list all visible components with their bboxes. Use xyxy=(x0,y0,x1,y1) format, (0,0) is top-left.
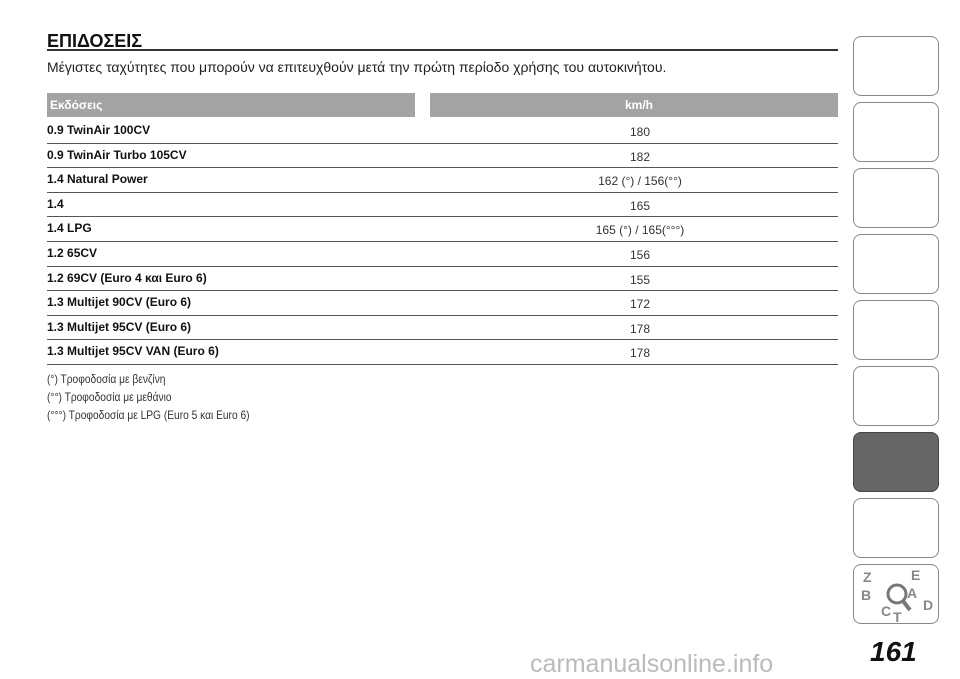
section-tab[interactable] xyxy=(853,564,939,624)
section-tab[interactable] xyxy=(853,432,939,492)
row-value: 165 (°) / 165(°°°) xyxy=(595,223,685,238)
row-value: 178 xyxy=(629,321,651,336)
index-letter: A xyxy=(907,585,917,601)
row-value: 172 xyxy=(629,297,651,312)
footnote: (°°) Τροφοδοσία με μεθάνιο xyxy=(47,390,172,404)
index-letter: B xyxy=(861,587,871,603)
subtitle: Μέγιστες ταχύτητες που μπορούν να επιτευ… xyxy=(47,59,667,75)
row-label: 1.4 xyxy=(47,196,64,211)
row-divider xyxy=(47,339,838,341)
row-divider xyxy=(47,290,838,292)
row-divider xyxy=(47,191,838,193)
index-icon: Z E B AC T D xyxy=(861,568,933,624)
index-letter: C xyxy=(881,603,891,619)
title: ΕΠΙΔΟΣΕΙΣ xyxy=(47,31,143,51)
row-divider xyxy=(47,364,838,365)
row-label: 1.3 Multijet 90CV (Euro 6) xyxy=(47,295,192,310)
magnifier-handle xyxy=(901,599,912,612)
index-letter: D xyxy=(923,597,933,613)
section-tab[interactable] xyxy=(853,234,939,294)
section-tab[interactable] xyxy=(853,36,939,96)
index-letter: Z xyxy=(863,569,872,585)
row-divider xyxy=(47,314,838,316)
row-value: 180 xyxy=(629,125,651,139)
section-tab[interactable] xyxy=(853,102,939,162)
row-label: 1.3 Multijet 95CV VAN (Euro 6) xyxy=(47,344,219,359)
row-label: 1.2 69CV (Euro 4 και Euro 6) xyxy=(47,270,207,285)
section-tab[interactable] xyxy=(853,300,939,360)
magnifier xyxy=(886,583,908,605)
section-tab[interactable] xyxy=(853,498,939,558)
row-label: 0.9 TwinAir Turbo 105CV xyxy=(47,147,187,162)
watermark: carmanualsonline.info xyxy=(530,650,774,678)
column-header: km/h xyxy=(624,98,653,112)
row-value: 182 xyxy=(629,149,651,164)
row-divider xyxy=(47,167,838,169)
title-rule xyxy=(47,49,838,51)
row-value: 178 xyxy=(629,346,651,361)
section-tab[interactable] xyxy=(853,366,939,426)
index-letter: T xyxy=(893,609,902,624)
row-value: 162 (°) / 156(°°) xyxy=(598,174,682,189)
table-header: km/h xyxy=(430,93,838,117)
row-label: 1.2 65CV xyxy=(47,246,98,260)
row-divider xyxy=(47,265,838,267)
column-header: Εκδόσεις xyxy=(50,98,103,112)
row-label: 1.3 Multijet 95CV (Euro 6) xyxy=(47,319,192,334)
row-value: 156 xyxy=(629,248,651,262)
section-tab[interactable] xyxy=(853,168,939,228)
row-divider xyxy=(47,142,838,144)
row-label: 0.9 TwinAir 100CV xyxy=(47,123,151,137)
row-value: 165 xyxy=(629,198,651,213)
row-label: 1.4 LPG xyxy=(47,221,92,236)
footnote: (°) Τροφοδοσία με βενζίνη xyxy=(47,372,166,386)
row-label: 1.4 Natural Power xyxy=(47,172,148,187)
row-value: 155 xyxy=(629,272,651,287)
table-header: Εκδόσεις xyxy=(47,93,415,117)
index-letter: E xyxy=(911,568,920,583)
page-number: 161 xyxy=(870,636,917,667)
footnote: (°°°) Τροφοδοσία με LPG (Euro 5 και Euro… xyxy=(47,408,250,422)
row-divider xyxy=(47,241,838,242)
row-divider xyxy=(47,216,838,218)
